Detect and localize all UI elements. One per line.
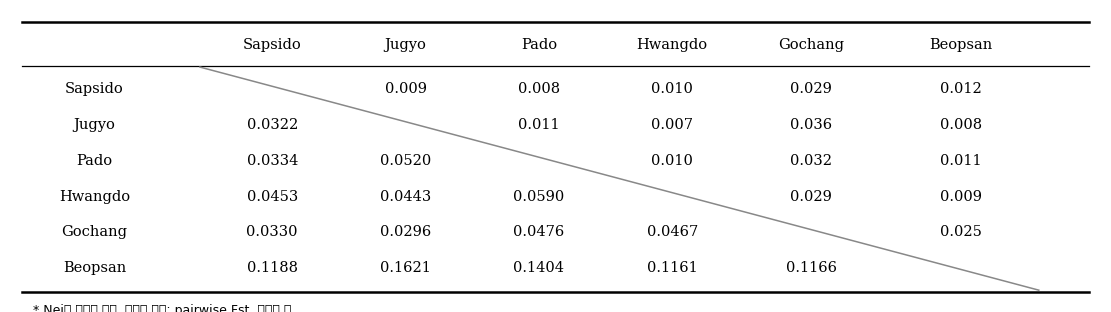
Text: 0.011: 0.011	[940, 154, 982, 168]
Text: 0.012: 0.012	[940, 82, 982, 96]
Text: 0.029: 0.029	[790, 190, 832, 203]
Text: 0.011: 0.011	[518, 118, 560, 132]
Text: 0.029: 0.029	[790, 82, 832, 96]
Text: 0.0296: 0.0296	[380, 226, 431, 239]
Text: Hwangdo: Hwangdo	[637, 38, 708, 52]
Text: 0.036: 0.036	[790, 118, 832, 132]
Text: 0.1621: 0.1621	[380, 261, 431, 275]
Text: 0.0330: 0.0330	[247, 226, 298, 239]
Text: 0.0467: 0.0467	[647, 226, 698, 239]
Text: Jugyo: Jugyo	[73, 118, 116, 132]
Text: 0.008: 0.008	[518, 82, 560, 96]
Text: Gochang: Gochang	[778, 38, 844, 52]
Text: 0.0590: 0.0590	[513, 190, 564, 203]
Text: 0.0476: 0.0476	[513, 226, 564, 239]
Text: 0.1166: 0.1166	[785, 261, 837, 275]
Text: 0.009: 0.009	[384, 82, 427, 96]
Text: 0.0453: 0.0453	[247, 190, 298, 203]
Text: 0.009: 0.009	[940, 190, 982, 203]
Text: Sapsido: Sapsido	[66, 82, 123, 96]
Text: Beopsan: Beopsan	[930, 38, 992, 52]
Text: Beopsan: Beopsan	[63, 261, 126, 275]
Text: 0.032: 0.032	[790, 154, 832, 168]
Text: * Nei의 유전적 거리, 대각선 아래; pairwise Fst, 대각선 위.: * Nei의 유전적 거리, 대각선 아래; pairwise Fst, 대각선…	[33, 304, 296, 312]
Text: 0.010: 0.010	[651, 82, 693, 96]
Text: 0.1188: 0.1188	[247, 261, 298, 275]
Text: 0.025: 0.025	[940, 226, 982, 239]
Text: 0.0334: 0.0334	[247, 154, 298, 168]
Text: Hwangdo: Hwangdo	[59, 190, 130, 203]
Text: 0.007: 0.007	[651, 118, 693, 132]
Text: 0.1161: 0.1161	[647, 261, 698, 275]
Text: Sapsido: Sapsido	[243, 38, 301, 52]
Text: 0.0443: 0.0443	[380, 190, 431, 203]
Text: 0.0520: 0.0520	[380, 154, 431, 168]
Text: 0.0322: 0.0322	[247, 118, 298, 132]
Text: Jugyo: Jugyo	[384, 38, 427, 52]
Text: 0.1404: 0.1404	[513, 261, 564, 275]
Text: 0.010: 0.010	[651, 154, 693, 168]
Text: Pado: Pado	[521, 38, 557, 52]
Text: Pado: Pado	[77, 154, 112, 168]
Text: 0.008: 0.008	[940, 118, 982, 132]
Text: Gochang: Gochang	[61, 226, 128, 239]
